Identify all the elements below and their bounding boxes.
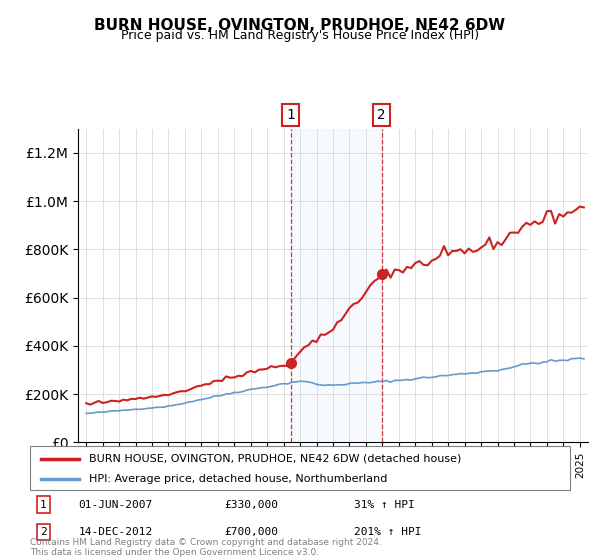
Text: 2: 2 bbox=[40, 527, 47, 537]
Text: 1: 1 bbox=[40, 500, 47, 510]
Text: HPI: Average price, detached house, Northumberland: HPI: Average price, detached house, Nort… bbox=[89, 474, 388, 484]
Text: BURN HOUSE, OVINGTON, PRUDHOE, NE42 6DW: BURN HOUSE, OVINGTON, PRUDHOE, NE42 6DW bbox=[94, 18, 506, 33]
Text: BURN HOUSE, OVINGTON, PRUDHOE, NE42 6DW (detached house): BURN HOUSE, OVINGTON, PRUDHOE, NE42 6DW … bbox=[89, 454, 462, 464]
Text: 31% ↑ HPI: 31% ↑ HPI bbox=[354, 500, 415, 510]
Text: £330,000: £330,000 bbox=[224, 500, 278, 510]
Text: 201% ↑ HPI: 201% ↑ HPI bbox=[354, 527, 421, 537]
Text: £700,000: £700,000 bbox=[224, 527, 278, 537]
FancyBboxPatch shape bbox=[30, 446, 570, 490]
Text: Contains HM Land Registry data © Crown copyright and database right 2024.
This d: Contains HM Land Registry data © Crown c… bbox=[30, 538, 382, 557]
Text: 14-DEC-2012: 14-DEC-2012 bbox=[79, 527, 153, 537]
Text: 01-JUN-2007: 01-JUN-2007 bbox=[79, 500, 153, 510]
Text: 1: 1 bbox=[286, 108, 295, 122]
Text: Price paid vs. HM Land Registry's House Price Index (HPI): Price paid vs. HM Land Registry's House … bbox=[121, 29, 479, 42]
Bar bbox=[290, 129, 382, 442]
Text: 2: 2 bbox=[377, 108, 386, 122]
